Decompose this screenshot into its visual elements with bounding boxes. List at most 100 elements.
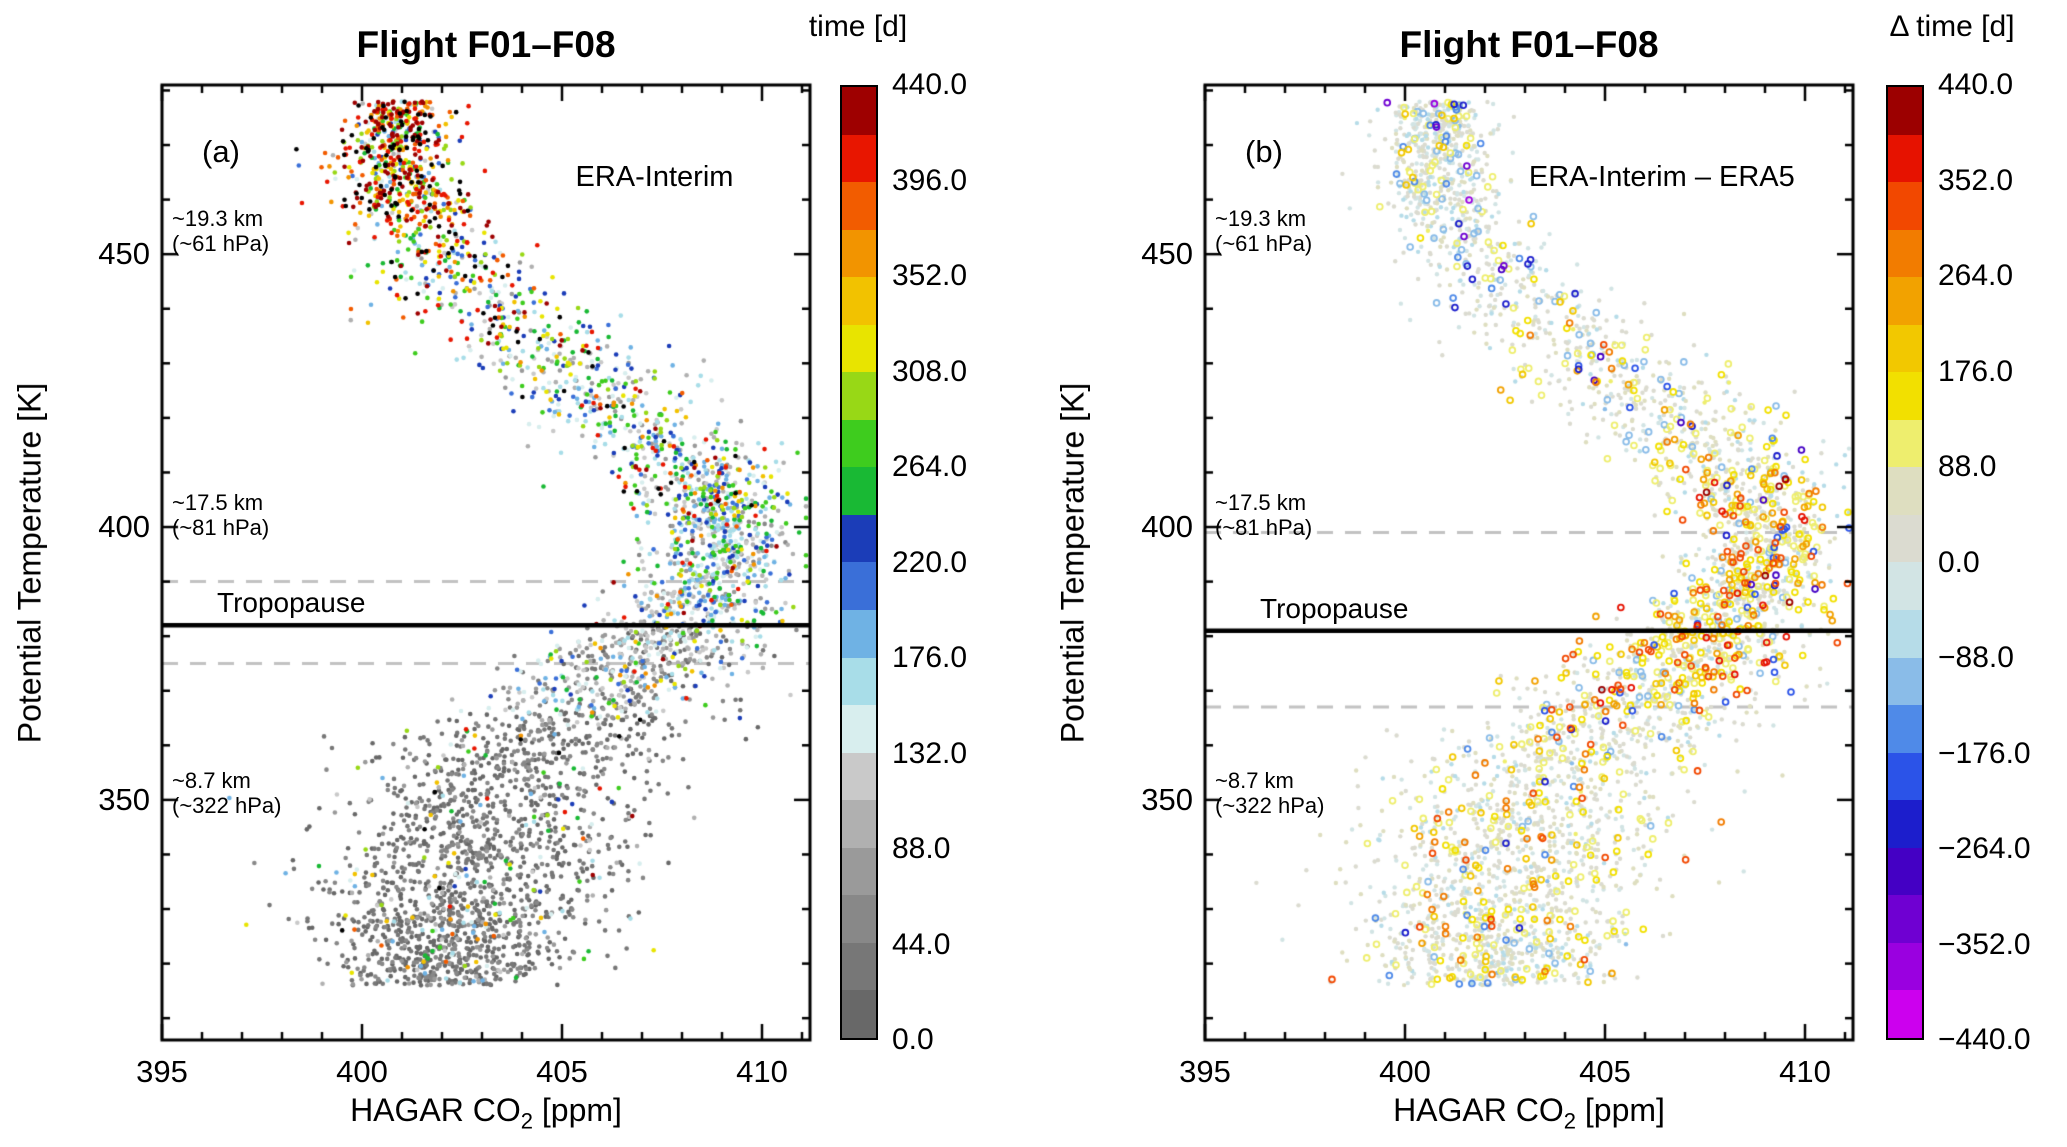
colorbar-segment: [1888, 942, 1922, 991]
panel-a-title: Flight F01–F08: [356, 24, 616, 65]
pressure-line: (~61 hPa): [1215, 231, 1313, 257]
colorbar-segment: [1888, 372, 1922, 420]
colorbar-segment: [842, 134, 876, 183]
colorbar-segment: [1888, 467, 1922, 515]
tropopause-label-b: Tropopause: [1260, 592, 1409, 624]
colorbar-tick-label: −88.0: [1938, 641, 2014, 674]
altitude-line: ~8.7 km: [172, 768, 251, 794]
colorbar-tick-label: 352.0: [1938, 163, 2014, 197]
colorbar-segment: [1888, 277, 1922, 325]
altitude-line: ~19.3 km: [172, 206, 264, 232]
colorbar-segment: [1888, 610, 1922, 658]
y-tick-label: 450: [1141, 236, 1193, 272]
colorbar-segment: [842, 467, 876, 515]
x-label-unit: [ppm]: [1576, 1092, 1665, 1128]
panel-b-letter: (b): [1245, 134, 1283, 170]
colorbar-segment: [1888, 705, 1922, 753]
colorbar-segment: [842, 182, 876, 230]
colorbar-segment: [842, 562, 876, 611]
panel-a-letter: (a): [202, 134, 240, 170]
colorbar-segment: [1888, 324, 1922, 373]
x-tick-label: 405: [536, 1054, 588, 1089]
colorbar-tick-label: 396.0: [892, 163, 968, 197]
colorbar-tick-label: 176.0: [892, 641, 968, 674]
pressure-line: (~81 hPa): [1215, 515, 1313, 541]
altitude-annotation-17km-b: ~17.5 km (~81 hPa): [1215, 490, 1312, 540]
colorbar-segment: [842, 610, 876, 658]
colorbar-title-a: time [d]: [808, 10, 908, 43]
x-tick-label: 400: [336, 1054, 388, 1089]
colorbar-segment: [842, 657, 876, 706]
pressure-line: (~322 hPa): [1215, 793, 1325, 819]
panel-b-dataset-label: ERA-Interim – ERA5: [1528, 161, 1795, 194]
y-tick-label: 350: [1141, 781, 1193, 817]
y-tick-label: 400: [1141, 509, 1193, 545]
y-tick-label: 450: [98, 236, 150, 272]
colorbar-segment: [842, 277, 876, 325]
altitude-annotation-8km-b: ~8.7 km (~322 hPa): [1215, 768, 1324, 818]
colorbar-tick-label: 264.0: [892, 450, 968, 483]
colorbar-segment: [842, 752, 876, 801]
pressure-line: (~81 hPa): [172, 515, 270, 541]
colorbar-segment: [1888, 182, 1922, 230]
x-tick-label: 410: [1779, 1054, 1831, 1089]
colorbar-a: [840, 85, 878, 1040]
colorbar-segment: [842, 514, 876, 563]
x-tick-label: 395: [1179, 1054, 1231, 1089]
colorbar-segment: [1888, 990, 1922, 1038]
panel-b-y-axis-label: Potential Temperature [K]: [1054, 382, 1091, 743]
colorbar-segment: [842, 87, 876, 135]
colorbar-segment: [1888, 514, 1922, 563]
colorbar-tick-label: 88.0: [892, 832, 951, 865]
colorbar-segment: [842, 895, 876, 943]
x-label-unit: [ppm]: [533, 1092, 622, 1128]
altitude-annotation-19km-a: ~19.3 km (~61 hPa): [172, 206, 269, 256]
y-tick-label: 400: [98, 509, 150, 545]
colorbar-tick-label: 44.0: [892, 927, 951, 961]
altitude-annotation-17km-a: ~17.5 km (~81 hPa): [172, 490, 269, 540]
colorbar-segment: [1888, 419, 1922, 468]
colorbar-tick-label: 220.0: [892, 545, 968, 579]
y-tick-label: 350: [98, 781, 150, 817]
panel-a-x-axis-label: HAGAR CO2 [ppm]: [350, 1092, 622, 1134]
colorbar-segment: [842, 800, 876, 848]
colorbar-tick-label: 308.0: [892, 354, 968, 388]
altitude-line: ~17.5 km: [1215, 490, 1307, 516]
colorbar-segment: [842, 372, 876, 420]
colorbar-tick-label: 176.0: [1938, 354, 2014, 388]
colorbar-tick-label: −176.0: [1938, 736, 2031, 770]
altitude-annotation-8km-a: ~8.7 km (~322 hPa): [172, 768, 281, 818]
colorbar-tick-label: 440.0: [1938, 68, 2014, 101]
colorbar-tick-label: 88.0: [1938, 450, 1997, 483]
colorbar-segment: [1888, 895, 1922, 943]
x-label-subscript: 2: [1563, 1108, 1577, 1134]
colorbar-segment: [1888, 87, 1922, 135]
altitude-line: ~19.3 km: [1215, 206, 1307, 232]
x-tick-label: 410: [736, 1054, 788, 1089]
altitude-annotation-19km-b: ~19.3 km (~61 hPa): [1215, 206, 1312, 256]
colorbar-title-b: Δ time [d]: [1889, 10, 2015, 43]
tropopause-label-a: Tropopause: [217, 587, 366, 619]
colorbar-segment: [1888, 657, 1922, 706]
x-tick-label: 405: [1579, 1054, 1631, 1089]
panel-a-y-axis-label: Potential Temperature [K]: [11, 382, 48, 743]
x-label-main: HAGAR CO: [350, 1092, 521, 1128]
x-label-subscript: 2: [520, 1108, 534, 1134]
panel-a-dataset-label: ERA-Interim: [575, 161, 734, 194]
colorbar-tick-label: 352.0: [892, 259, 968, 292]
colorbar-segment: [1888, 847, 1922, 896]
colorbar-segment: [842, 324, 876, 373]
colorbar-tick-label: −264.0: [1938, 832, 2031, 865]
pressure-line: (~322 hPa): [172, 793, 282, 819]
colorbar-segment: [842, 847, 876, 896]
colorbar-segment: [1888, 134, 1922, 183]
colorbar-segment: [842, 990, 876, 1038]
x-tick-label: 400: [1379, 1054, 1431, 1089]
colorbar-tick-label: 132.0: [892, 736, 968, 770]
panel-b-x-axis-label: HAGAR CO2 [ppm]: [1393, 1092, 1665, 1134]
colorbar-segment: [842, 705, 876, 753]
colorbar-segment: [1888, 562, 1922, 611]
colorbar-segment: [842, 942, 876, 991]
